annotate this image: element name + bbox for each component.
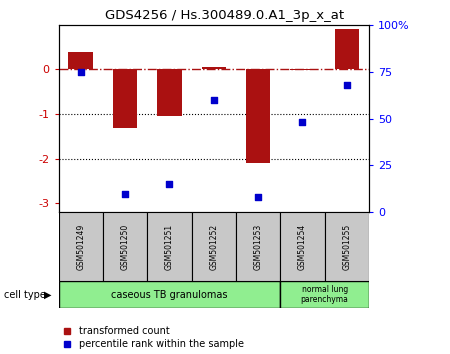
Point — [299, 120, 306, 125]
Point — [343, 82, 351, 88]
Text: cell type: cell type — [4, 290, 46, 300]
Bar — [335, 29, 359, 69]
Text: GSM501251: GSM501251 — [165, 224, 174, 270]
Bar — [280, 212, 324, 281]
Point — [255, 195, 262, 200]
Bar — [280, 281, 369, 308]
Bar — [157, 69, 182, 116]
Bar — [290, 69, 315, 70]
Text: GSM501252: GSM501252 — [209, 224, 218, 270]
Bar — [192, 212, 236, 281]
Bar — [58, 281, 280, 308]
Text: ▶: ▶ — [44, 290, 51, 300]
Text: GSM501250: GSM501250 — [121, 224, 130, 270]
Text: GDS4256 / Hs.300489.0.A1_3p_x_at: GDS4256 / Hs.300489.0.A1_3p_x_at — [105, 9, 345, 22]
Text: GSM501253: GSM501253 — [254, 224, 263, 270]
Bar — [236, 212, 280, 281]
Bar — [202, 67, 226, 69]
Bar — [113, 69, 137, 127]
Point — [122, 191, 129, 196]
Bar — [68, 52, 93, 69]
Text: caseous TB granulomas: caseous TB granulomas — [111, 290, 228, 300]
Text: GSM501255: GSM501255 — [342, 224, 351, 270]
Bar — [103, 212, 147, 281]
Point — [166, 181, 173, 187]
Text: GSM501254: GSM501254 — [298, 224, 307, 270]
Text: normal lung
parenchyma: normal lung parenchyma — [301, 285, 349, 304]
Bar — [147, 212, 192, 281]
Point — [210, 97, 217, 103]
Bar — [58, 212, 103, 281]
Legend: transformed count, percentile rank within the sample: transformed count, percentile rank withi… — [63, 326, 244, 349]
Bar — [246, 69, 270, 163]
Bar — [324, 212, 369, 281]
Point — [77, 69, 84, 74]
Text: GSM501249: GSM501249 — [76, 224, 85, 270]
